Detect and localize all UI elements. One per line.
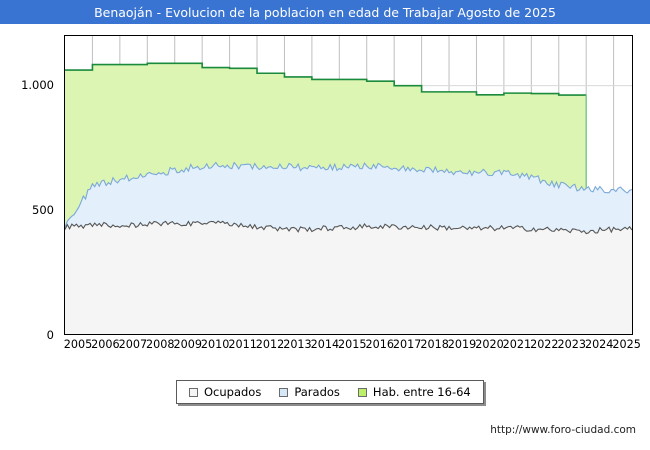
x-axis-tick-label: 2019 [447, 338, 477, 351]
legend-swatch-icon [279, 387, 289, 397]
y-axis-tick-label: 1.000 [21, 78, 54, 92]
x-axis-tick-label: 2013 [283, 338, 312, 351]
legend-item-label: Hab. entre 16-64 [372, 385, 471, 399]
x-axis-tick-label: 2014 [310, 338, 340, 351]
x-axis-tick-label: 2012 [255, 338, 285, 351]
legend-swatch-icon [357, 387, 367, 397]
x-axis-tick-label: 2009 [173, 338, 202, 351]
x-axis-tick-label: 2005 [63, 338, 93, 351]
x-axis-tick-label: 2022 [530, 338, 559, 351]
x-axis-tick-label: 2023 [557, 338, 586, 351]
x-axis-labels: 2005 2006 2007 2008 2009 2010 2011 2012 2013 2014… [63, 338, 641, 356]
x-axis-tick-label: 2016 [365, 338, 394, 351]
legend-item-label: Parados [294, 385, 340, 399]
legend-swatch-icon [189, 387, 198, 397]
x-axis-tick-label: 2010 [200, 338, 230, 351]
chart-title-bar: Benaoján - Evolucion de la poblacion en … [0, 0, 650, 24]
x-axis-tick-label: 2021 [502, 338, 532, 351]
x-axis-tick-label: 2020 [475, 338, 504, 351]
x-axis-tick-label: 2017 [392, 338, 422, 351]
y-axis-labels: 0 500 1.000 [0, 24, 62, 342]
x-axis-tick-label: 2024 [584, 338, 614, 351]
chart-canvas [65, 36, 632, 334]
legend-item-label: Ocupados [204, 385, 262, 399]
source-url: http://www.foro-ciudad.com [490, 424, 636, 436]
legend-item[interactable]: Ocupados [189, 385, 261, 399]
legend-item[interactable]: Parados [279, 385, 340, 399]
y-axis-tick-label: 500 [32, 203, 54, 217]
chart-legend: Ocupados Parados Hab. entre 16-64 [176, 380, 484, 404]
legend-item[interactable]: Hab. entre 16-64 [357, 385, 471, 399]
plot-area [64, 35, 633, 335]
x-axis-tick-label: 2007 [118, 338, 148, 351]
x-axis-tick-label: 2008 [146, 338, 175, 351]
page-title: Benaoján - Evolucion de la poblacion en … [94, 4, 556, 20]
x-axis-tick-label: 2025 [612, 338, 641, 351]
x-axis-tick-label: 2006 [91, 338, 120, 351]
y-axis-tick-label: 0 [46, 328, 54, 342]
x-axis-tick-label: 2011 [228, 338, 257, 351]
x-axis-tick-label: 2018 [420, 338, 449, 351]
x-axis-tick-label: 2015 [338, 338, 367, 351]
